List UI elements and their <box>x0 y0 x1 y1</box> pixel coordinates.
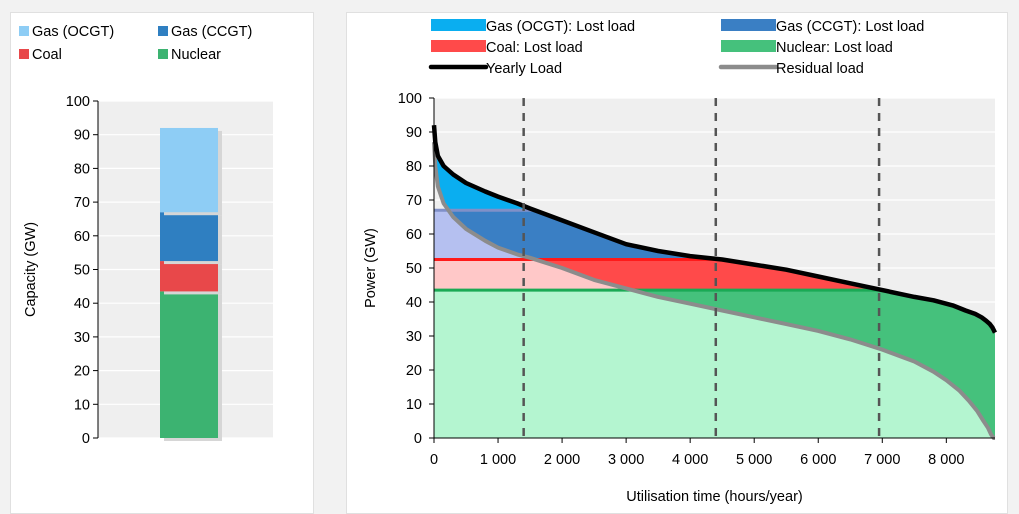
capacity-panel: Gas (OCGT) Gas (CCGT) Coal Nuclear 0 10 20 30 40… <box>10 12 314 514</box>
x-tick-label: 1 000 <box>480 452 516 468</box>
legend-label: Gas (CCGT) <box>171 24 252 40</box>
y-tick-label: 20 <box>74 364 90 380</box>
y-tick-label: 60 <box>74 229 90 245</box>
x-tick-label: 0 <box>430 452 438 468</box>
y-tick-label: 50 <box>74 263 90 279</box>
legend-label: Gas (OCGT): Lost load <box>486 19 635 35</box>
legend-swatch <box>721 19 776 31</box>
x-tick-label: 6 000 <box>800 452 836 468</box>
y-tick-label: 40 <box>74 296 90 312</box>
x-axis-label: Utilisation time (hours/year) <box>626 489 802 505</box>
yearly-load-line <box>431 125 998 334</box>
legend-swatch <box>721 40 776 52</box>
y-tick-label: 100 <box>66 94 90 110</box>
y-tick-label: 70 <box>406 193 422 209</box>
y-tick-label: 10 <box>74 397 90 413</box>
legend-label: Gas (OCGT) <box>32 24 114 40</box>
y-tick-label: 10 <box>406 397 422 413</box>
y-axis-label: Capacity (GW) <box>23 222 39 317</box>
legend-swatch <box>19 49 29 59</box>
legend-label: Coal: Lost load <box>486 40 583 56</box>
y-tick-label: 30 <box>74 330 90 346</box>
y-tick-label: 70 <box>74 195 90 211</box>
y-axis-label: Power (GW) <box>363 228 379 308</box>
y-tick-label: 90 <box>74 128 90 144</box>
bar-segment <box>160 212 218 262</box>
y-tick-label: 100 <box>398 91 422 107</box>
coal-lost-load-area <box>434 259 995 291</box>
legend-swatch <box>431 19 486 31</box>
ocgt-lost-load-area <box>434 125 995 211</box>
capacity-stacked-bar-chart: Gas (OCGT) Gas (CCGT) Coal Nuclear 0 10 20 30 40… <box>19 24 273 447</box>
legend-swatch <box>158 49 168 59</box>
legend-swatch <box>158 26 168 36</box>
nuclear-lost-load-area <box>434 290 995 438</box>
nuclear-dispatch-area <box>434 290 995 438</box>
y-tick-label: 90 <box>406 125 422 141</box>
bar-segment <box>160 261 218 292</box>
x-tick-label: 8 000 <box>928 452 964 468</box>
y-tick-label: 0 <box>82 431 90 447</box>
y-tick-label: 20 <box>406 363 422 379</box>
bar-segment <box>160 127 218 213</box>
y-tick-label: 80 <box>74 161 90 177</box>
x-tick-label: 7 000 <box>864 452 900 468</box>
legend-label: Yearly Load <box>486 61 562 77</box>
ccgt-lost-load-area <box>434 210 995 260</box>
x-tick-label: 4 000 <box>672 452 708 468</box>
x-tick-label: 5 000 <box>736 452 772 468</box>
x-tick-label: 2 000 <box>544 452 580 468</box>
load-duration-panel: 0 10 20 30 40 50 60 70 80 90 100 0 1 000 2 000 3 000 4 … <box>346 12 1008 514</box>
legend-label: Gas (CCGT): Lost load <box>776 19 924 35</box>
load-duration-chart: 0 10 20 30 40 50 60 70 80 90 100 0 1 000 2 000 3 000 4 … <box>363 19 998 505</box>
y-tick-label: 40 <box>406 295 422 311</box>
legend-swatch <box>431 40 486 52</box>
residual-load-line <box>432 142 996 440</box>
y-tick-label: 0 <box>414 431 422 447</box>
legend-label: Residual load <box>776 61 864 77</box>
y-tick-label: 30 <box>406 329 422 345</box>
legend-label: Nuclear: Lost load <box>776 40 893 56</box>
y-tick-label: 80 <box>406 159 422 175</box>
legend-label: Nuclear <box>171 47 221 63</box>
y-tick-label: 50 <box>406 261 422 277</box>
ccgt-dispatch-area <box>434 210 995 260</box>
legend-label: Coal <box>32 47 62 63</box>
legend-swatch <box>19 26 29 36</box>
x-tick-label: 3 000 <box>608 452 644 468</box>
y-tick-label: 60 <box>406 227 422 243</box>
bar-segment <box>160 291 218 438</box>
coal-dispatch-area <box>434 259 995 291</box>
